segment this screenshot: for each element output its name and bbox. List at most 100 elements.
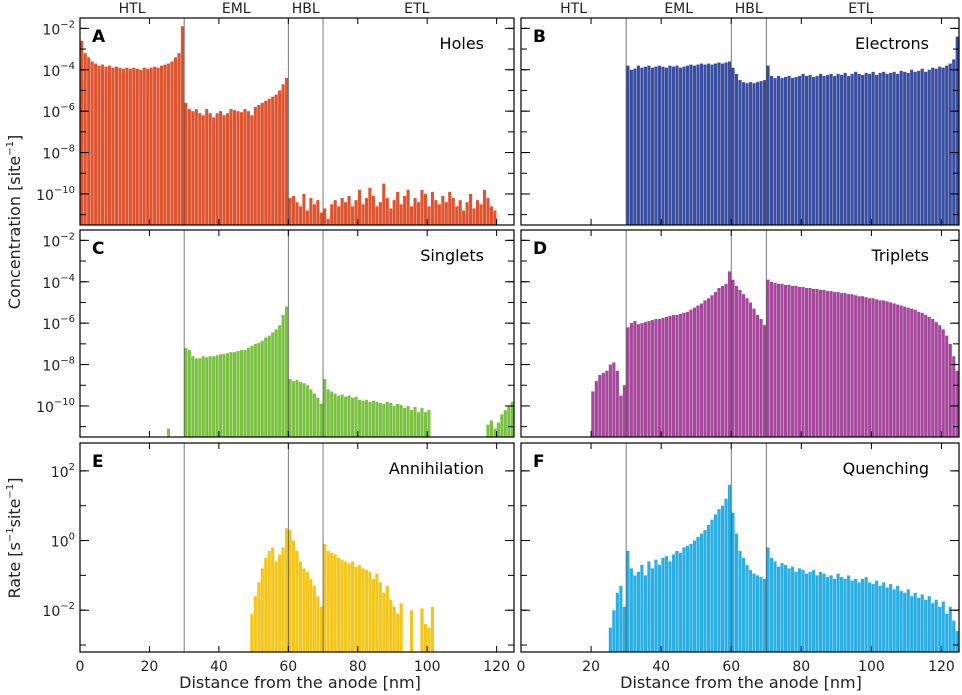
bar	[903, 592, 907, 652]
bar	[945, 65, 949, 225]
bar	[448, 191, 452, 225]
bar	[389, 402, 393, 437]
bar	[170, 61, 174, 225]
bar	[121, 68, 125, 225]
panel-letter: A	[92, 27, 106, 47]
bar	[643, 575, 647, 652]
bar	[741, 557, 746, 652]
bar	[173, 57, 178, 225]
bar	[675, 550, 679, 652]
bar	[636, 324, 640, 437]
bar	[316, 200, 320, 225]
bar	[657, 65, 661, 225]
bar	[713, 63, 718, 225]
bar	[354, 396, 358, 437]
region-label-hbl: HBL	[735, 1, 763, 17]
x-tick-label: 80	[349, 659, 367, 675]
bar	[931, 319, 935, 437]
bar	[945, 613, 949, 652]
y-axis-title-rate: Rate [s−1site−1]	[5, 477, 24, 598]
bar	[882, 71, 886, 225]
bar	[364, 198, 368, 225]
bar	[731, 67, 735, 226]
panel-letter: D	[533, 239, 547, 259]
bar	[608, 627, 612, 652]
bar	[601, 372, 605, 437]
bar	[434, 200, 438, 225]
bar	[87, 57, 91, 225]
bar	[952, 620, 956, 652]
bar	[257, 582, 261, 652]
bar	[808, 74, 812, 226]
plot-frame	[520, 442, 960, 653]
chart-panels: 10−10 10−8 10−6 10−4 10−2 A Holes B Electrons 10−…	[36, 17, 960, 675]
bar	[451, 198, 455, 225]
bar	[938, 325, 942, 437]
bar	[668, 315, 672, 437]
bar	[899, 70, 903, 225]
bar	[829, 291, 833, 437]
bar	[239, 112, 244, 225]
bar	[399, 204, 403, 225]
bar	[854, 71, 858, 225]
bar	[594, 381, 598, 437]
bar	[875, 299, 879, 437]
bar	[385, 198, 389, 225]
bar	[479, 204, 483, 225]
bar	[720, 505, 725, 652]
bar	[710, 519, 714, 652]
bar	[389, 599, 393, 652]
bar	[790, 78, 795, 225]
bar	[762, 325, 767, 437]
bar	[794, 571, 798, 652]
bar	[833, 578, 837, 652]
bar	[654, 319, 658, 437]
bar	[776, 566, 781, 652]
bar	[337, 395, 341, 437]
bar	[948, 606, 952, 652]
bar	[703, 530, 707, 652]
bar	[493, 210, 497, 225]
bar	[382, 592, 386, 652]
bar	[267, 98, 271, 225]
bar	[924, 314, 928, 437]
bar	[399, 404, 403, 437]
bar	[312, 204, 316, 225]
bar	[819, 73, 823, 225]
bar	[815, 289, 819, 437]
bar	[626, 550, 630, 652]
bar	[330, 552, 334, 652]
bar	[759, 577, 763, 652]
bar	[766, 279, 770, 437]
bar	[350, 561, 355, 652]
bar	[423, 193, 428, 225]
bar	[344, 561, 348, 652]
bar	[762, 80, 767, 225]
bar	[153, 66, 157, 226]
bar	[615, 370, 619, 437]
bar	[741, 294, 746, 437]
bar	[896, 304, 900, 437]
bar	[226, 353, 230, 437]
bar	[850, 580, 854, 652]
bar	[222, 115, 226, 225]
bar	[319, 212, 323, 225]
bar	[184, 347, 188, 437]
bar	[288, 530, 292, 652]
bar	[288, 198, 292, 225]
bar	[278, 90, 282, 225]
bar	[636, 571, 640, 652]
panel-letter: E	[92, 452, 104, 472]
bar	[350, 397, 355, 437]
bar	[689, 544, 693, 652]
bar	[375, 206, 379, 225]
bar	[264, 557, 268, 652]
bar	[629, 69, 633, 225]
bar	[340, 198, 344, 225]
panel-title: Singlets	[420, 246, 484, 265]
panel-e: 0 20 40 60 80 100 120 10−2 100 102 E Annihilation	[42, 442, 515, 675]
bar	[357, 399, 362, 437]
bar	[812, 570, 816, 652]
bar	[734, 73, 739, 225]
bar	[298, 561, 303, 652]
